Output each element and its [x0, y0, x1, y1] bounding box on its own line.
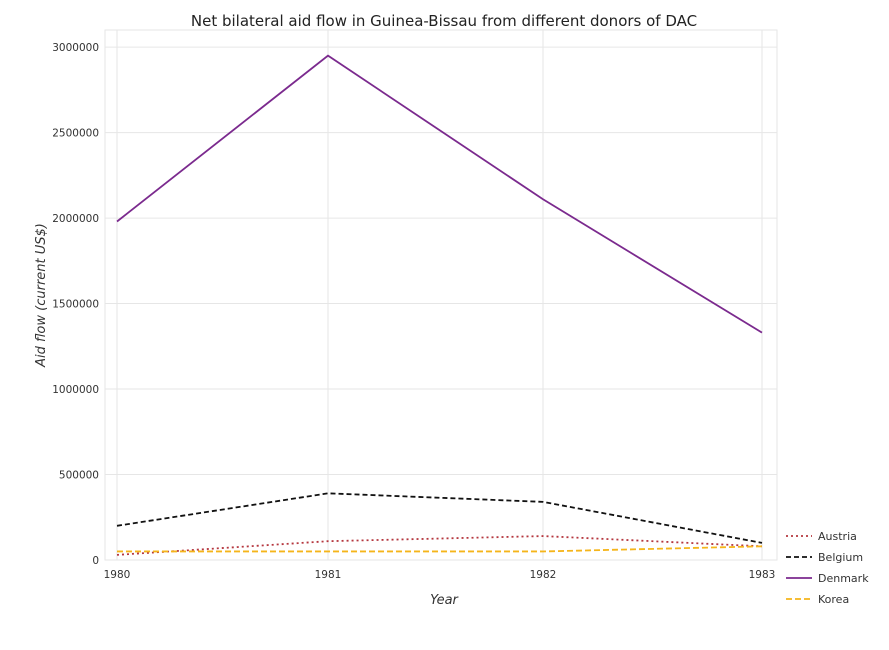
chart-title: Net bilateral aid flow in Guinea-Bissau … [191, 12, 697, 30]
y-tick-label: 2000000 [52, 213, 99, 225]
legend: Austria Belgium Denmark Korea [786, 530, 869, 606]
x-tick-label: 1982 [530, 569, 557, 581]
grid [104, 29, 778, 561]
x-tick-label: 1981 [315, 569, 342, 581]
y-tick-label: 1000000 [52, 384, 99, 396]
legend-label-korea: Korea [818, 593, 849, 606]
series-line-belgium [116, 492, 763, 544]
x-axis-label: Year [430, 593, 459, 608]
legend-label-austria: Austria [818, 530, 857, 543]
series-lines [116, 54, 763, 556]
series-line-denmark [116, 54, 763, 334]
x-tick-label: 1980 [104, 569, 131, 581]
series-line-austria [116, 535, 763, 556]
x-axis-ticks: 1980 1981 1982 1983 [104, 569, 776, 581]
y-tick-label: 500000 [59, 470, 99, 482]
series-line-korea [117, 545, 763, 553]
plot-frame [104, 29, 778, 561]
y-tick-label: 3000000 [52, 42, 99, 54]
legend-label-belgium: Belgium [818, 551, 863, 564]
x-tick-label: 1983 [749, 569, 776, 581]
y-tick-label: 2500000 [52, 128, 99, 140]
y-axis-label: Aid flow (current US$) [34, 223, 49, 368]
y-tick-label: 1500000 [52, 299, 99, 311]
legend-label-denmark: Denmark [818, 572, 869, 585]
y-tick-label: 0 [92, 555, 99, 567]
y-axis-ticks: 0 500000 1000000 1500000 2000000 2500000 30000… [52, 42, 99, 567]
